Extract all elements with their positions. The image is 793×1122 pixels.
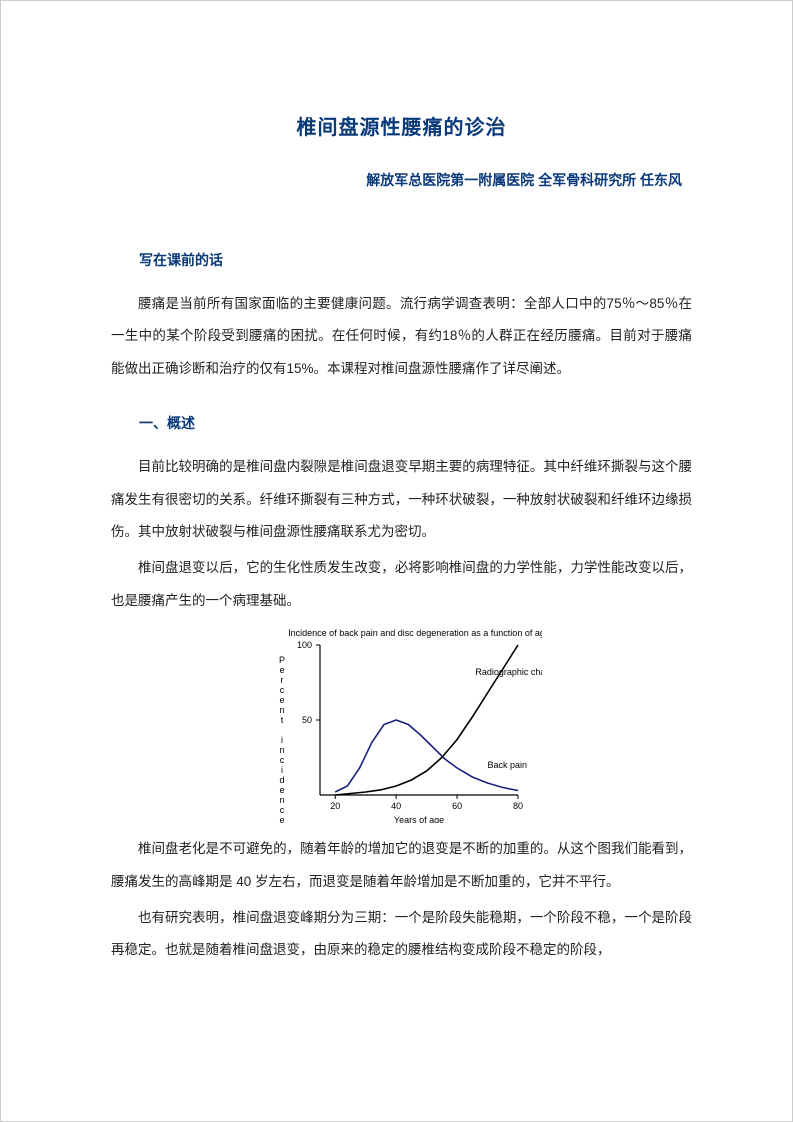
svg-text:i: i	[281, 765, 283, 775]
svg-text:80: 80	[512, 801, 522, 811]
svg-text:n: n	[279, 745, 284, 755]
svg-text:e: e	[279, 815, 284, 823]
svg-text:c: c	[279, 685, 284, 695]
svg-text:50: 50	[301, 715, 311, 725]
section1-heading: 一、概述	[111, 413, 692, 433]
body-paragraph: 也有研究表明，椎间盘退变峰期分为三期：一个是阶段失能稳期，一个阶段不稳，一个是阶…	[111, 902, 692, 967]
svg-text:P: P	[278, 655, 284, 665]
svg-text:c: c	[279, 755, 284, 765]
svg-text:20: 20	[330, 801, 340, 811]
svg-text:c: c	[279, 805, 284, 815]
svg-text:n: n	[279, 705, 284, 715]
svg-text:e: e	[279, 695, 284, 705]
preface-heading: 写在课前的话	[111, 250, 692, 270]
chart-container: Incidence of back pain and disc degenera…	[111, 623, 692, 823]
body-paragraph: 椎间盘老化是不可避免的，随着年龄的增加它的退变是不断的加重的。从这个图我们能看到…	[111, 833, 692, 898]
svg-text:e: e	[279, 665, 284, 675]
author-line: 解放军总医院第一附属医院 全军骨科研究所 任东风	[111, 170, 692, 190]
incidence-chart: Incidence of back pain and disc degenera…	[262, 623, 542, 823]
svg-text:Back pain: Back pain	[487, 760, 527, 770]
svg-text:d: d	[279, 775, 284, 785]
preface-paragraph: 腰痛是当前所有国家面临的主要健康问题。流行病学调查表明：全部人口中的75％～85…	[111, 288, 692, 385]
svg-text:i: i	[281, 735, 283, 745]
spacer	[111, 389, 692, 413]
body-paragraph: 椎间盘退变以后，它的生化性质发生改变，必将影响椎间盘的力学性能，力学性能改变以后…	[111, 552, 692, 617]
svg-text:e: e	[279, 785, 284, 795]
svg-text:Radiographic change: Radiographic change	[475, 667, 542, 677]
page-title: 椎间盘源性腰痛的诊治	[111, 111, 692, 140]
body-paragraph: 目前比较明确的是椎间盘内裂隙是椎间盘退变早期主要的病理特征。其中纤维环撕裂与这个…	[111, 451, 692, 548]
svg-text:100: 100	[296, 640, 311, 650]
svg-text:Incidence of back pain and dis: Incidence of back pain and disc degenera…	[288, 628, 542, 638]
svg-text:Years of age: Years of age	[393, 815, 443, 823]
svg-text:r: r	[280, 675, 283, 685]
svg-text:40: 40	[391, 801, 401, 811]
svg-text:60: 60	[452, 801, 462, 811]
svg-text:n: n	[279, 795, 284, 805]
document-page: 椎间盘源性腰痛的诊治 解放军总医院第一附属医院 全军骨科研究所 任东风 写在课前…	[0, 0, 793, 1122]
